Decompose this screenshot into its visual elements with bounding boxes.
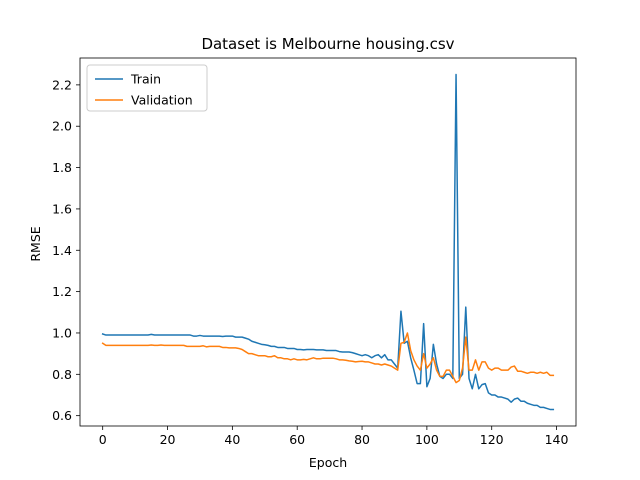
y-tick-label: 1.0 (52, 325, 72, 340)
y-tick-label: 1.2 (52, 284, 72, 299)
x-tick-label: 0 (99, 432, 107, 447)
plot-area (79, 57, 577, 427)
y-tick-label: 1.4 (52, 243, 72, 258)
y-tick-label: 0.6 (52, 408, 72, 423)
legend-label-train: Train (130, 72, 161, 87)
y-tick-label: 1.8 (52, 160, 72, 175)
y-tick-label: 2.2 (52, 77, 72, 92)
x-tick-label: 40 (224, 432, 240, 447)
y-tick-label: 0.8 (52, 367, 72, 382)
series-line-train (101, 73, 555, 411)
x-tick-label: 60 (289, 432, 305, 447)
legend-label-validation: Validation (131, 93, 193, 108)
x-tick-label: 20 (160, 432, 176, 447)
axes-frame (79, 57, 577, 427)
x-tick-label: 100 (415, 432, 439, 447)
x-tick-label: 140 (545, 432, 569, 447)
x-tick-label: 80 (354, 432, 370, 447)
y-tick-label: 1.6 (52, 201, 72, 216)
y-axis-label: RMSE (28, 226, 43, 261)
chart-title: Dataset is Melbourne housing.csv (201, 35, 454, 53)
x-axis-label: Epoch (309, 455, 347, 470)
series-line-validation (101, 332, 555, 384)
y-tick-label: 2.0 (52, 119, 72, 134)
legend: Train Validation (86, 64, 208, 112)
x-tick-label: 120 (480, 432, 504, 447)
x-axis: 0 20 40 60 80 100 120 140 (99, 426, 569, 447)
y-axis: 0.6 0.8 1.0 1.2 1.4 1.6 1.8 2.0 2.2 (52, 77, 80, 423)
